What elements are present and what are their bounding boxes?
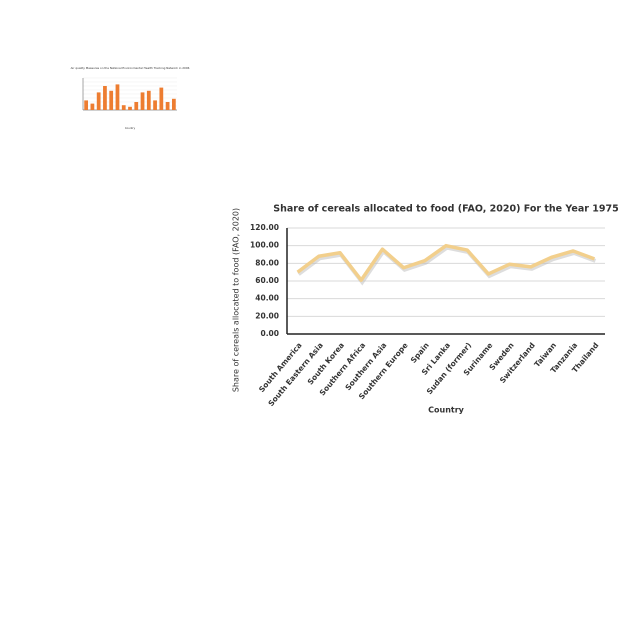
y-tick-label: 60.00 bbox=[255, 276, 279, 285]
chart-title: Air quality Measures on the National Env… bbox=[71, 66, 190, 70]
bar bbox=[109, 90, 114, 110]
bar bbox=[96, 92, 101, 110]
bar bbox=[103, 86, 107, 110]
bar bbox=[171, 98, 176, 110]
y-tick-label: 0.00 bbox=[260, 329, 279, 338]
y-tick-label: 80.00 bbox=[255, 258, 279, 267]
bar bbox=[134, 102, 139, 110]
y-axis-label: Share of cereals allocated to food (FAO,… bbox=[232, 208, 241, 392]
line-shadow bbox=[297, 245, 597, 286]
bar bbox=[90, 103, 95, 110]
line bbox=[296, 243, 596, 282]
x-axis-label: Country bbox=[428, 406, 465, 415]
bar bbox=[84, 100, 89, 110]
y-tick-label: 20.00 bbox=[255, 311, 279, 320]
chart-title: Share of cereals allocated to food (FAO,… bbox=[273, 204, 618, 215]
bar bbox=[165, 102, 170, 110]
bar bbox=[146, 90, 151, 110]
x-axis-label: Country bbox=[125, 126, 136, 130]
bar bbox=[159, 87, 164, 110]
bar bbox=[153, 100, 157, 110]
y-tick-label: 100.00 bbox=[250, 241, 279, 250]
y-tick-label: 40.00 bbox=[255, 294, 279, 303]
bar bbox=[128, 106, 132, 110]
bar bbox=[115, 84, 120, 110]
y-tick-label: 120.00 bbox=[250, 223, 279, 232]
bar bbox=[140, 92, 145, 110]
bar bbox=[121, 105, 126, 110]
